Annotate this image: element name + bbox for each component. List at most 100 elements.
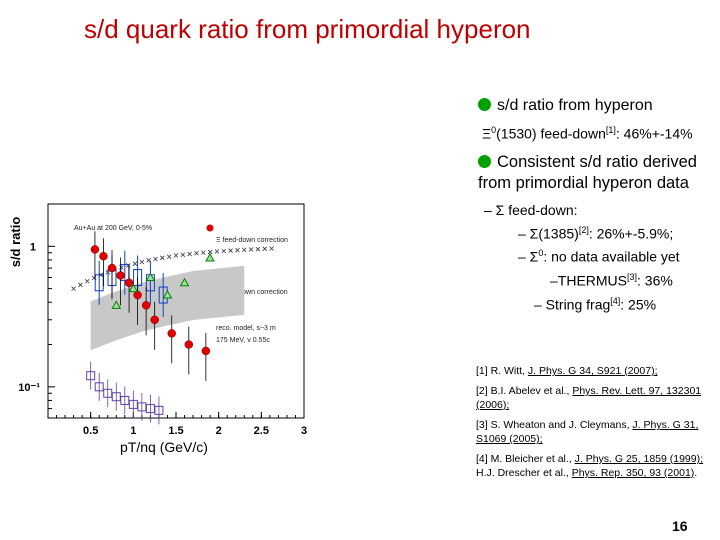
red-circle-point [116, 271, 125, 280]
red-circle-point [90, 245, 100, 254]
cross-point [255, 246, 261, 252]
x-tick-label: 0.5 [83, 425, 98, 437]
reference-list: [1] R. Witt, J. Phys. G 34, S921 (2007);… [476, 364, 706, 486]
purple-square-point [111, 392, 121, 402]
x-tick-label: 3 [301, 425, 307, 437]
legend-text-5: 175 MeV, v 0.55c [216, 337, 270, 344]
ref-4-citation-link[interactable]: J. Phys. G 25, 1859 (1999); [574, 453, 704, 465]
cross-point [187, 251, 192, 257]
x-tick-label: 2 [216, 425, 222, 437]
cross-point [71, 286, 76, 291]
slide-title: s/d quark ratio from primordial hyperon [84, 14, 531, 44]
dash-item-1: – Σ feed-down: [484, 201, 578, 218]
dash-item-5: – String frag[4]: 25% [478, 291, 708, 315]
cross-point [125, 263, 131, 268]
reference-1: [1] R. Witt, J. Phys. G 34, S921 (2007); [476, 364, 706, 378]
cross-point [119, 265, 124, 270]
cross-point [139, 259, 145, 265]
x-tick-label: 1.5 [168, 425, 183, 437]
bullet-1-sub-mid: (1530) feed-down [496, 125, 606, 142]
cross-point [132, 261, 138, 266]
reference-3: [3] S. Wheaton and J. Cleymans, J. Phys.… [476, 418, 706, 446]
legend-red-marker [206, 224, 214, 232]
cross-point [173, 253, 179, 258]
xi-superscript: 0 [491, 125, 497, 135]
ref-4-post: . [694, 467, 698, 479]
bullet-1-text: s/d ratio from hyperon [497, 97, 653, 114]
sigma-superscript: 0 [538, 248, 544, 259]
cross-point [180, 252, 186, 258]
dash-3-pre: – Σ [518, 248, 539, 265]
chart-svg: 0.5 1 1.5 2 2.5 3 1 10⁻¹ s/d ratio pT/nq (GeV/c) A… [8, 203, 307, 455]
dash-4-pre: –THERMUS [550, 272, 628, 289]
red-circle-point [167, 329, 176, 338]
dash-4-post: : 36% [637, 272, 673, 289]
green-triangle-point [162, 290, 173, 299]
bullet-dot-icon [478, 98, 491, 111]
bullet-2-text: Consistent s/d ratio derived from primor… [478, 152, 697, 192]
ref-4-citation-link-2[interactable]: Phys. Rep. 350, 93 (2001) [571, 467, 695, 479]
ref-4-authors: [4] M. Bleicher et al., [476, 453, 575, 465]
ref-1-authors: [1] R. Witt, [476, 365, 528, 377]
cross-point [194, 250, 199, 256]
purple-square-point [145, 404, 155, 414]
ref-2-citation-link[interactable]: Phys. Rev. Lett. 97, 132301 (2006); [476, 385, 702, 411]
cross-point [235, 247, 240, 253]
purple-square-point [137, 402, 147, 412]
ref-marker-1: [1] [605, 125, 616, 135]
dash-item-3: – Σ0: no data available yet [478, 243, 708, 267]
cross-point [241, 247, 247, 253]
y-tick-label-01: 10⁻¹ [18, 382, 40, 394]
ref-marker-3: [3] [627, 271, 638, 282]
purple-square-point [86, 371, 96, 381]
ref-1-citation-link[interactable]: J. Phys. G 34, S921 (2007); [527, 365, 658, 377]
green-triangle-point [179, 277, 190, 287]
purple-square-point [120, 395, 130, 405]
purple-square-point [103, 388, 113, 398]
legend-green-marker [205, 252, 215, 262]
reference-4: [4] M. Bleicher et al., J. Phys. G 25, 1… [476, 452, 706, 480]
ref-marker-4: [4] [610, 295, 621, 306]
s-d-ratio-figure: 0.5 1 1.5 2 2.5 3 1 10⁻¹ s/d ratio pT/nq (GeV/c) A… [4, 182, 320, 464]
legend-text-3: Σ feed-down correction [216, 289, 288, 296]
cross-point [214, 249, 220, 254]
dash-5-post: : 25% [620, 296, 657, 313]
red-circle-point [124, 278, 134, 288]
cross-point [78, 282, 83, 288]
purple-square-point [94, 382, 104, 392]
purple-square-point [154, 405, 164, 415]
dash-item-4: –THERMUS[3]: 36% [478, 267, 708, 291]
ref-3-authors: [3] S. Wheaton and J. Cleymans, [476, 419, 633, 431]
red-circle-point [107, 263, 117, 273]
ref-2-authors: [2] B.I. Abelev et al., [476, 385, 573, 397]
cross-point [84, 278, 90, 284]
green-triangle-point [111, 300, 122, 309]
x-axis-label: pT/nq (GeV/c) [120, 439, 208, 455]
dash-item-2: – Σ(1385)[2]: 26%+-5.9%; [478, 220, 708, 244]
cross-point [166, 254, 172, 259]
bullet-dot-icon [478, 154, 491, 168]
green-triangle-point [128, 283, 139, 293]
reference-2: [2] B.I. Abelev et al., Phys. Rev. Lett.… [476, 384, 706, 412]
cross-point [228, 248, 233, 253]
purple-square-point [128, 399, 138, 409]
legend-text-2: Ξ feed-down correction [216, 237, 288, 244]
cross-point [248, 247, 254, 252]
cross-point [221, 248, 227, 254]
red-circle-point [99, 251, 108, 261]
dash-3-post: : no data available yet [543, 248, 680, 265]
cross-point [153, 256, 158, 262]
y-tick-label-1: 1 [30, 241, 36, 253]
bullet-list: s/d ratio from hyperon Ξ0(1530) feed-dow… [478, 96, 708, 314]
dash-2-pre: – Σ(1385) [518, 225, 579, 242]
ref-3-citation-link[interactable]: J. Phys. G 31, S1069 (2005); [476, 419, 699, 445]
bullet-1-sub-post: : 46%+-14% [615, 125, 693, 142]
cross-point [269, 246, 274, 251]
red-circle-point [201, 346, 211, 356]
y-axis-label: s/d ratio [8, 217, 23, 268]
ref-marker-2: [2] [578, 224, 589, 235]
red-circle-point [184, 340, 194, 349]
ref-4-mid: H.J. Drescher et al., [476, 467, 572, 479]
legend-text-4: reco. model, s~3 m [216, 325, 276, 332]
cross-point [207, 249, 213, 255]
